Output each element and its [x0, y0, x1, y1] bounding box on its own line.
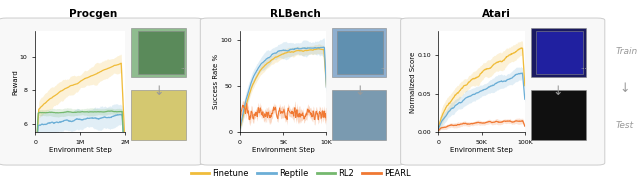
Text: Train: Train [616, 47, 638, 56]
Text: ···: ··· [580, 66, 587, 72]
Text: ↓: ↓ [355, 85, 365, 98]
Text: RLBench: RLBench [270, 9, 321, 19]
Text: ↓: ↓ [620, 82, 630, 95]
Legend: Finetune, Reptile, RL2, PEARL: Finetune, Reptile, RL2, PEARL [188, 166, 414, 182]
Text: ···: ··· [381, 66, 387, 72]
Text: Procgen: Procgen [68, 9, 117, 19]
Text: ···: ··· [180, 66, 187, 72]
Text: Atari: Atari [481, 9, 511, 19]
Y-axis label: Success Rate %: Success Rate % [213, 54, 220, 109]
Text: Test: Test [616, 121, 634, 130]
X-axis label: Environment Step: Environment Step [49, 146, 111, 153]
Y-axis label: Normalized Score: Normalized Score [410, 51, 416, 112]
Text: ↓: ↓ [154, 85, 164, 98]
Y-axis label: Reward: Reward [12, 69, 19, 95]
X-axis label: Environment Step: Environment Step [252, 146, 315, 153]
Text: ↓: ↓ [553, 85, 563, 98]
X-axis label: Environment Step: Environment Step [450, 146, 513, 153]
